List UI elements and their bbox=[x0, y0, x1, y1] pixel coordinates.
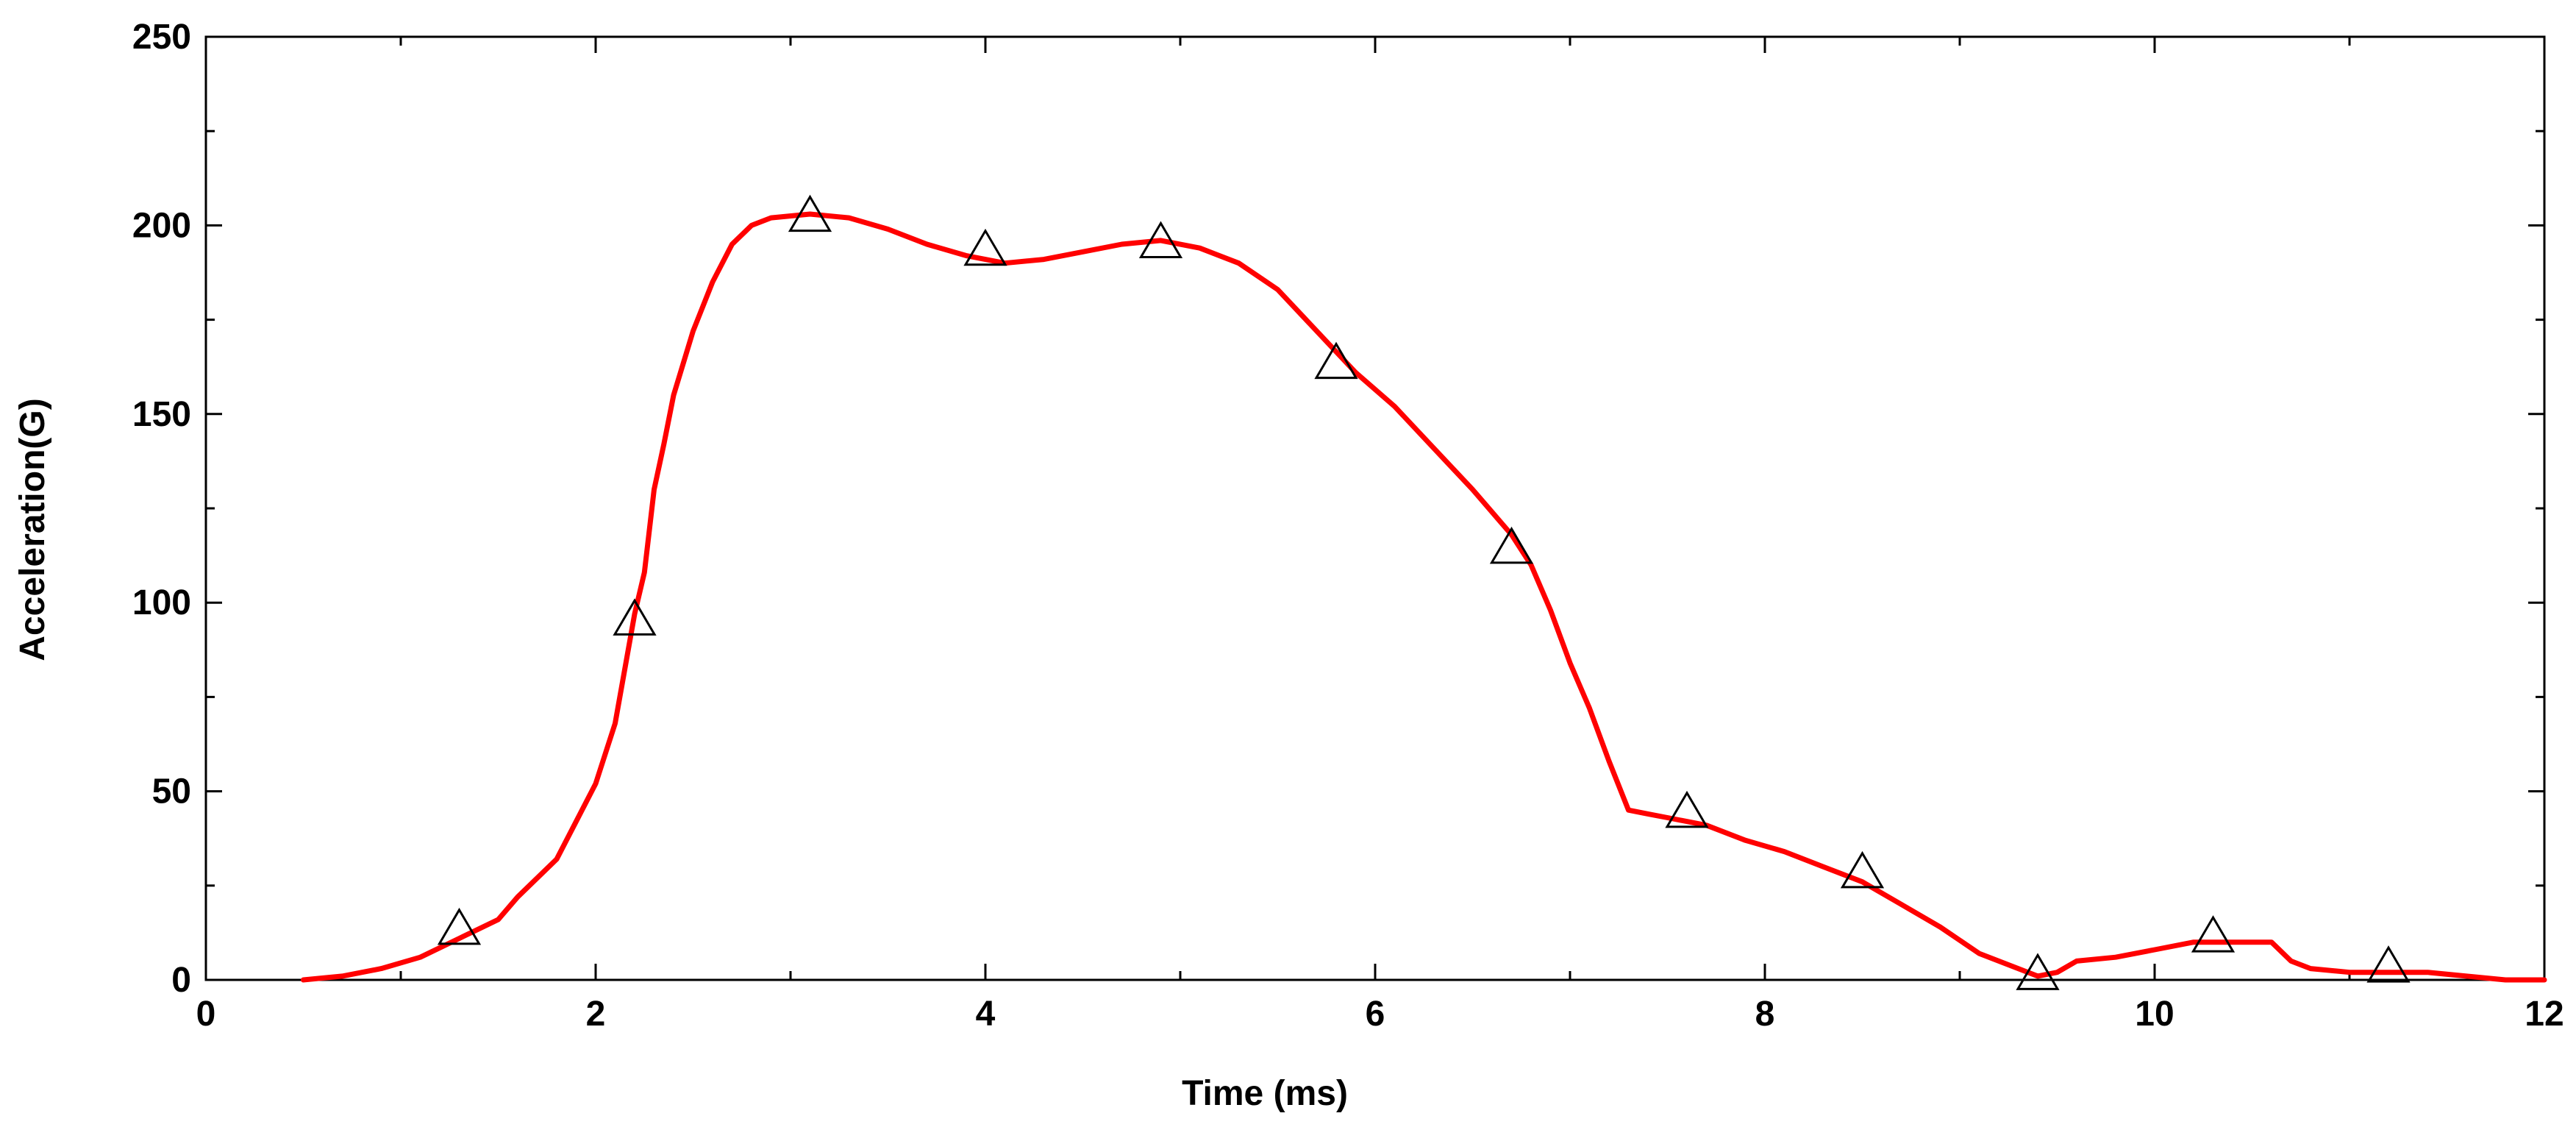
x-axis-label: Time (ms) bbox=[1182, 1074, 1348, 1113]
data-point-marker bbox=[613, 598, 657, 636]
y-axis-label: Acceleration(G) bbox=[13, 398, 52, 661]
x-tick-label: 6 bbox=[1366, 995, 1385, 1034]
y-tick-label: 200 bbox=[132, 206, 191, 245]
y-tick-label: 100 bbox=[132, 583, 191, 622]
data-point-marker bbox=[1665, 790, 1709, 828]
y-tick-label: 250 bbox=[132, 18, 191, 57]
data-point-marker bbox=[1138, 221, 1183, 259]
data-point-marker bbox=[788, 194, 832, 232]
data-point-marker bbox=[1840, 850, 1885, 889]
y-tick-label: 50 bbox=[152, 772, 191, 811]
series-layer bbox=[301, 211, 2547, 983]
x-tick-label: 4 bbox=[976, 995, 996, 1034]
x-tick-label: 8 bbox=[1755, 995, 1775, 1034]
x-tick-label: 10 bbox=[2135, 995, 2174, 1034]
data-point-marker bbox=[437, 907, 482, 945]
marker-layer bbox=[437, 194, 2411, 990]
x-tick-label: 0 bbox=[196, 995, 216, 1034]
data-point-marker bbox=[1489, 526, 1534, 564]
x-tick-label: 2 bbox=[586, 995, 606, 1034]
series-line bbox=[301, 211, 2547, 983]
data-point-marker bbox=[2016, 953, 2060, 990]
y-tick-label: 150 bbox=[132, 395, 191, 434]
axes: 0 2 4 6 8 10 12 0 50 100 150 200 250 bbox=[132, 18, 2564, 1034]
plot-frame bbox=[204, 35, 2546, 981]
x-tick-label: 12 bbox=[2525, 995, 2563, 1034]
data-point-marker bbox=[2191, 915, 2236, 953]
y-tick-label: 0 bbox=[171, 961, 191, 1000]
data-point-marker bbox=[1314, 341, 1358, 380]
data-point-marker bbox=[963, 228, 1007, 266]
data-point-marker bbox=[2366, 945, 2411, 983]
